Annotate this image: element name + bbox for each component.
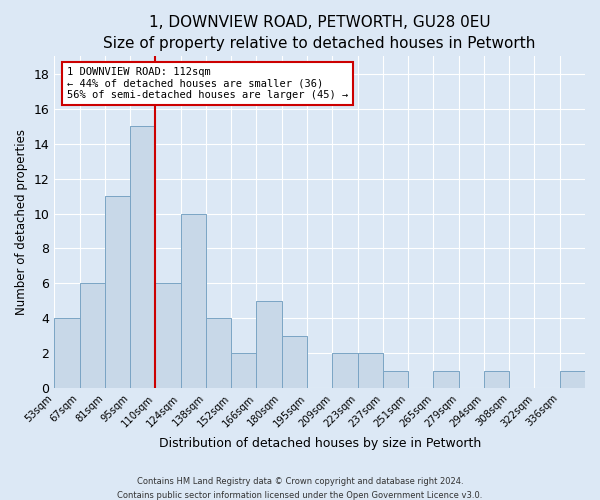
- Y-axis label: Number of detached properties: Number of detached properties: [15, 130, 28, 316]
- Bar: [383, 370, 408, 388]
- Text: 1 DOWNVIEW ROAD: 112sqm
← 44% of detached houses are smaller (36)
56% of semi-de: 1 DOWNVIEW ROAD: 112sqm ← 44% of detache…: [67, 67, 348, 100]
- Bar: [206, 318, 231, 388]
- Bar: [231, 354, 256, 388]
- Bar: [130, 126, 155, 388]
- Title: 1, DOWNVIEW ROAD, PETWORTH, GU28 0EU
Size of property relative to detached house: 1, DOWNVIEW ROAD, PETWORTH, GU28 0EU Siz…: [103, 15, 536, 51]
- Bar: [181, 214, 206, 388]
- Bar: [54, 318, 80, 388]
- Bar: [332, 354, 358, 388]
- Bar: [282, 336, 307, 388]
- Bar: [256, 301, 282, 388]
- Bar: [155, 284, 181, 388]
- Bar: [484, 370, 509, 388]
- Bar: [358, 354, 383, 388]
- Bar: [105, 196, 130, 388]
- Text: Contains HM Land Registry data © Crown copyright and database right 2024.
Contai: Contains HM Land Registry data © Crown c…: [118, 478, 482, 500]
- Bar: [433, 370, 458, 388]
- Bar: [560, 370, 585, 388]
- Bar: [80, 284, 105, 388]
- X-axis label: Distribution of detached houses by size in Petworth: Distribution of detached houses by size …: [158, 437, 481, 450]
